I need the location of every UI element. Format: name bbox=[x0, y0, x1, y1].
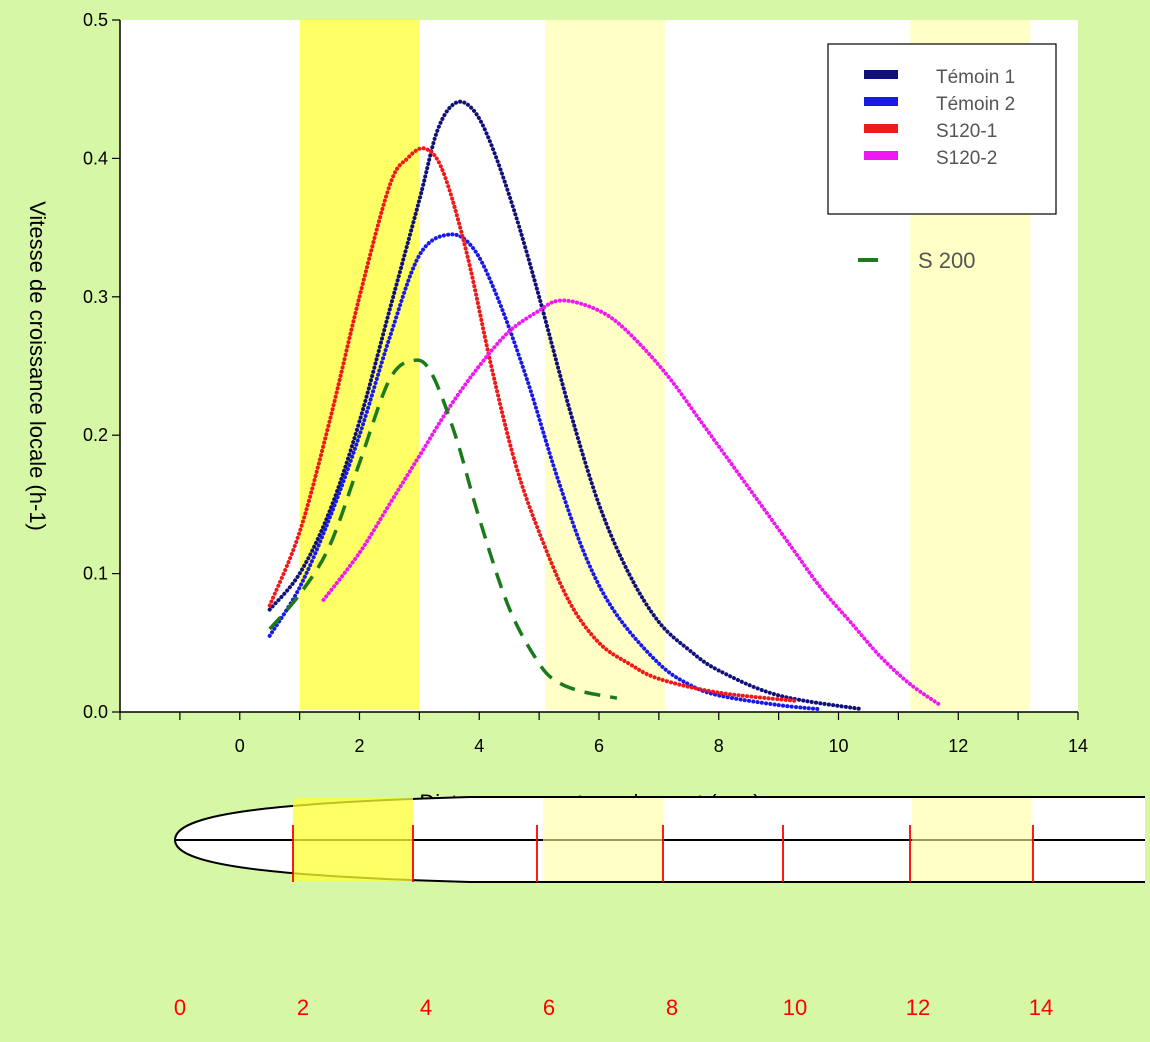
legend-swatch bbox=[864, 97, 898, 106]
root-scale-label: 2 bbox=[297, 995, 309, 1020]
x-tick-label: 8 bbox=[714, 736, 724, 756]
legend-label: Témoin 1 bbox=[936, 67, 1015, 88]
legend-swatch bbox=[864, 124, 898, 133]
root-scale-label: 8 bbox=[666, 995, 678, 1020]
root-highlight-band bbox=[912, 798, 1032, 881]
x-tick-label: 0 bbox=[235, 736, 245, 756]
legend-swatch bbox=[864, 70, 898, 79]
x-tick-label: 6 bbox=[594, 736, 604, 756]
root-scale-label: 14 bbox=[1029, 995, 1053, 1020]
x-tick-label: 2 bbox=[354, 736, 364, 756]
y-tick-label: 0.4 bbox=[83, 148, 108, 168]
y-tick-label: 0.3 bbox=[83, 287, 108, 307]
y-tick-label: 0.5 bbox=[83, 10, 108, 30]
legend-label: S 200 bbox=[918, 248, 976, 273]
legend-label: Témoin 2 bbox=[936, 94, 1015, 115]
root-scale-label: 0 bbox=[174, 995, 186, 1020]
legend-label: S120-2 bbox=[936, 148, 997, 169]
x-tick-label: 12 bbox=[948, 736, 968, 756]
root-highlight-band bbox=[293, 798, 413, 881]
x-tick-label: 10 bbox=[828, 736, 848, 756]
root-scale-label: 10 bbox=[783, 995, 807, 1020]
x-tick-label: 14 bbox=[1068, 736, 1088, 756]
root-scale-label: 6 bbox=[543, 995, 555, 1020]
legend-label: S120-1 bbox=[936, 121, 997, 142]
y-tick-label: 0.1 bbox=[83, 564, 108, 584]
root-scale-label: 4 bbox=[420, 995, 432, 1020]
x-tick-label: 4 bbox=[474, 736, 484, 756]
y-axis-label: Vitesse de croissance locale (h-1) bbox=[25, 201, 50, 531]
root-diagram: 0 2 4 6 8 10 12 14 bbox=[174, 797, 1145, 1020]
y-tick-label: 0.2 bbox=[83, 425, 108, 445]
root-scale-label: 12 bbox=[906, 995, 930, 1020]
legend-swatch bbox=[864, 151, 898, 160]
y-tick-label: 0.0 bbox=[83, 702, 108, 722]
root-highlight-band bbox=[543, 798, 663, 881]
